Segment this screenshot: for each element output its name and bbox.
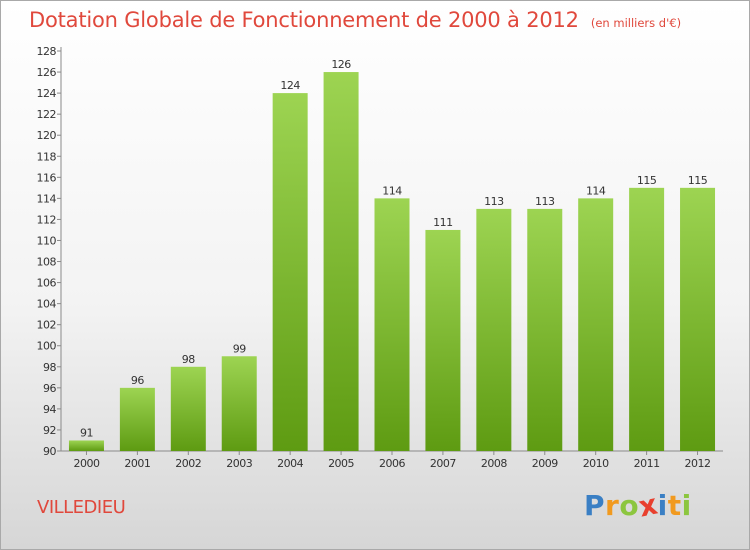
x-tick-label: 2007 <box>430 457 456 470</box>
data-label: 114 <box>586 184 606 197</box>
data-label: 115 <box>637 174 657 187</box>
chart-bars <box>68 72 716 452</box>
logo-letter: o <box>619 489 640 522</box>
chart-data-labels: 91 96 98 99 124 126 114 111 113 113 114 115 115 <box>80 58 708 439</box>
y-tick-label: 110 <box>37 234 57 247</box>
chart-axes: 90 92 94 96 98 100 102 104 106 108 110 112 114 116 118… <box>37 45 723 470</box>
data-label: 98 <box>182 353 195 366</box>
bar <box>272 93 308 452</box>
data-label: 96 <box>131 374 144 387</box>
bar <box>578 198 614 451</box>
chart-title-unit: (en milliers d'€) <box>590 16 682 30</box>
y-tick-label: 96 <box>43 382 56 395</box>
bar <box>323 72 359 451</box>
x-tick-label: 2006 <box>379 457 405 470</box>
x-tick-label: 2001 <box>124 457 150 470</box>
y-tick-label: 102 <box>37 319 57 332</box>
bar <box>629 187 665 451</box>
bar <box>476 208 512 451</box>
y-tick-label: 94 <box>43 403 56 416</box>
x-tick-label: 2003 <box>226 457 252 470</box>
bar <box>527 208 563 451</box>
y-tick-label: 100 <box>37 340 57 353</box>
y-tick-label: 126 <box>37 66 57 79</box>
y-tick-label: 116 <box>37 171 57 184</box>
y-tick-label: 104 <box>37 298 57 311</box>
data-label: 113 <box>484 195 504 208</box>
x-tick-label: 2012 <box>685 457 711 470</box>
data-label: 124 <box>280 79 300 92</box>
x-tick-label: 2008 <box>481 457 507 470</box>
y-tick-label: 108 <box>37 256 57 269</box>
data-label: 111 <box>433 216 453 229</box>
data-label: 126 <box>331 58 351 71</box>
commune-name: VILLEDIEU <box>37 497 126 518</box>
y-tick-label: 90 <box>43 445 56 458</box>
y-tick-label: 120 <box>37 129 57 142</box>
bar <box>119 387 155 451</box>
bar <box>68 440 104 451</box>
bar <box>425 229 461 451</box>
bar <box>374 198 410 451</box>
proxiti-logo: Proxiti <box>584 487 692 523</box>
x-tick-label: 2000 <box>73 457 99 470</box>
y-tick-label: 106 <box>37 277 57 290</box>
x-tick-label: 2005 <box>328 457 354 470</box>
y-tick-label: 128 <box>37 45 57 58</box>
y-tick-label: 114 <box>37 192 57 205</box>
chart-title-main: Dotation Globale de Fonctionnement de 20… <box>29 8 579 32</box>
data-label: 99 <box>233 342 246 355</box>
data-label: 113 <box>535 195 555 208</box>
y-tick-label: 122 <box>37 108 57 121</box>
y-tick-label: 112 <box>37 213 57 226</box>
y-tick-label: 124 <box>37 87 57 100</box>
x-tick-label: 2002 <box>175 457 201 470</box>
chart-title: Dotation Globale de Fonctionnement de 20… <box>29 8 681 32</box>
data-label: 91 <box>80 426 93 439</box>
data-label: 115 <box>688 174 708 187</box>
logo-letter: i <box>681 489 692 522</box>
logo-letter: i <box>657 489 668 522</box>
logo-letter: P <box>584 489 606 522</box>
data-label: 114 <box>382 184 402 197</box>
x-tick-label: 2004 <box>277 457 303 470</box>
bar <box>221 356 257 451</box>
bar <box>680 187 716 451</box>
x-tick-label: 2010 <box>583 457 609 470</box>
y-tick-label: 92 <box>43 424 56 437</box>
y-tick-label: 98 <box>43 361 56 374</box>
x-tick-label: 2011 <box>634 457 660 470</box>
x-tick-label: 2009 <box>532 457 558 470</box>
y-tick-label: 118 <box>37 150 57 163</box>
logo-letter: r <box>605 489 620 522</box>
bar <box>170 366 206 451</box>
logo-letter: t <box>667 489 682 522</box>
